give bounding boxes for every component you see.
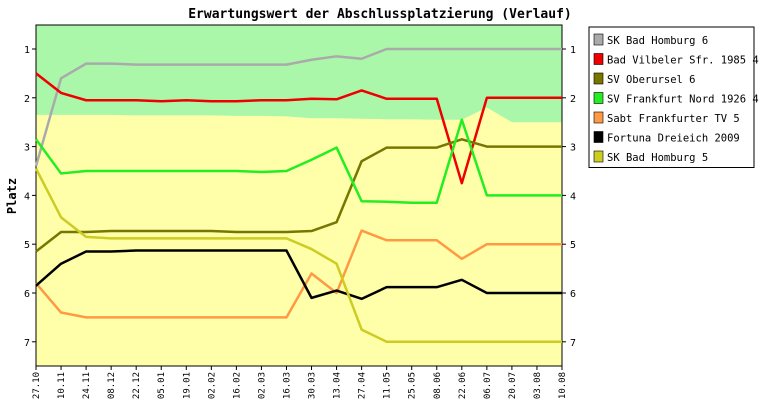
series-lines [34, 47, 562, 344]
legend-swatch [593, 33, 604, 46]
x-tick-label: 11.05 [383, 372, 393, 399]
x-tick-label: 22.12 [132, 372, 142, 399]
x-tick-label: 08.12 [107, 372, 117, 399]
legend-swatch [593, 150, 604, 163]
series-line [34, 118, 562, 204]
legend-swatch [593, 111, 604, 124]
x-tick-label: 05.01 [157, 372, 167, 399]
x-tick-label: 22.06 [458, 372, 468, 399]
x-tick-label: 02.03 [257, 372, 267, 399]
y-tick-label-left: 3 [24, 143, 30, 154]
legend-swatch [593, 131, 604, 143]
zone-backgrounds [36, 25, 562, 366]
x-tick-label: 16.02 [232, 372, 242, 399]
series-line [35, 249, 562, 301]
x-tick-label: 13.04 [333, 372, 343, 399]
x-tick-label: 03.08 [533, 372, 543, 399]
legend-item-label: SK Bad Homburg 5 [607, 152, 708, 164]
y-tick-label-right: 3 [570, 143, 576, 154]
x-tick-label: 16.03 [282, 372, 292, 399]
chart-title: Erwartungswert der Abschlussplatzierung … [188, 7, 572, 22]
x-tick-label: 10.11 [57, 372, 67, 399]
x-tick-label: 30.03 [308, 372, 318, 399]
x-tick-label: 06.07 [483, 372, 493, 399]
x-tick-label: 27.04 [358, 372, 368, 399]
legend-item-label: Sabt Frankfurter TV 5 [607, 113, 740, 125]
legend-item-label: SK Bad Homburg 6 [607, 35, 708, 47]
x-tick-label: 19.01 [182, 372, 192, 399]
y-tick-label-left: 5 [24, 240, 30, 251]
x-tick-label: 10.08 [558, 372, 568, 399]
y-tick-label-left: 7 [24, 338, 30, 349]
series-line [34, 47, 562, 167]
legend-item-label: Fortuna Dreieich 2009 [607, 133, 740, 145]
y-tick-label-right: 1 [570, 45, 576, 56]
axis-ticks: 1 1 2 2 3 3 4 4 5 5 6 6 7 7 27.10 10.11 24.11 08.12 22.12 0… [24, 45, 576, 399]
legend-item-label: SV Oberursel 6 [607, 74, 696, 86]
x-tick-label: 27.10 [32, 372, 42, 399]
y-axis-label: Platz [5, 178, 19, 214]
series-line [34, 167, 562, 344]
x-tick-label: 20.07 [508, 372, 518, 399]
y-tick-label-right: 7 [570, 338, 576, 349]
series-line [35, 138, 562, 253]
x-tick-label: 25.05 [408, 372, 418, 399]
y-tick-label-left: 6 [24, 289, 30, 300]
y-tick-label-left: 2 [24, 94, 30, 105]
y-tick-label-left: 4 [24, 191, 30, 202]
legend-item-label: SV Frankfurt Nord 1926 4 [607, 94, 759, 106]
x-tick-label: 02.02 [207, 372, 217, 399]
y-tick-label-right: 5 [570, 240, 576, 251]
series-line [35, 72, 562, 185]
x-tick-label: 24.11 [82, 372, 92, 399]
y-tick-label-left: 1 [24, 45, 30, 56]
x-tick-label: 08.06 [433, 372, 443, 399]
legend-box [588, 26, 755, 168]
y-tick-label-right: 2 [570, 94, 576, 105]
y-tick-label-right: 6 [570, 289, 576, 300]
legend: SK Bad Homburg 6 Bad Vilbeler Sfr. 1985 4… [588, 26, 759, 168]
series-line [35, 229, 562, 319]
legend-swatch [593, 92, 604, 104]
legend-item-label: Bad Vilbeler Sfr. 1985 4 [607, 55, 759, 67]
legend-swatch [593, 53, 604, 65]
legend-swatch [593, 72, 604, 85]
y-tick-label-right: 4 [570, 191, 576, 202]
